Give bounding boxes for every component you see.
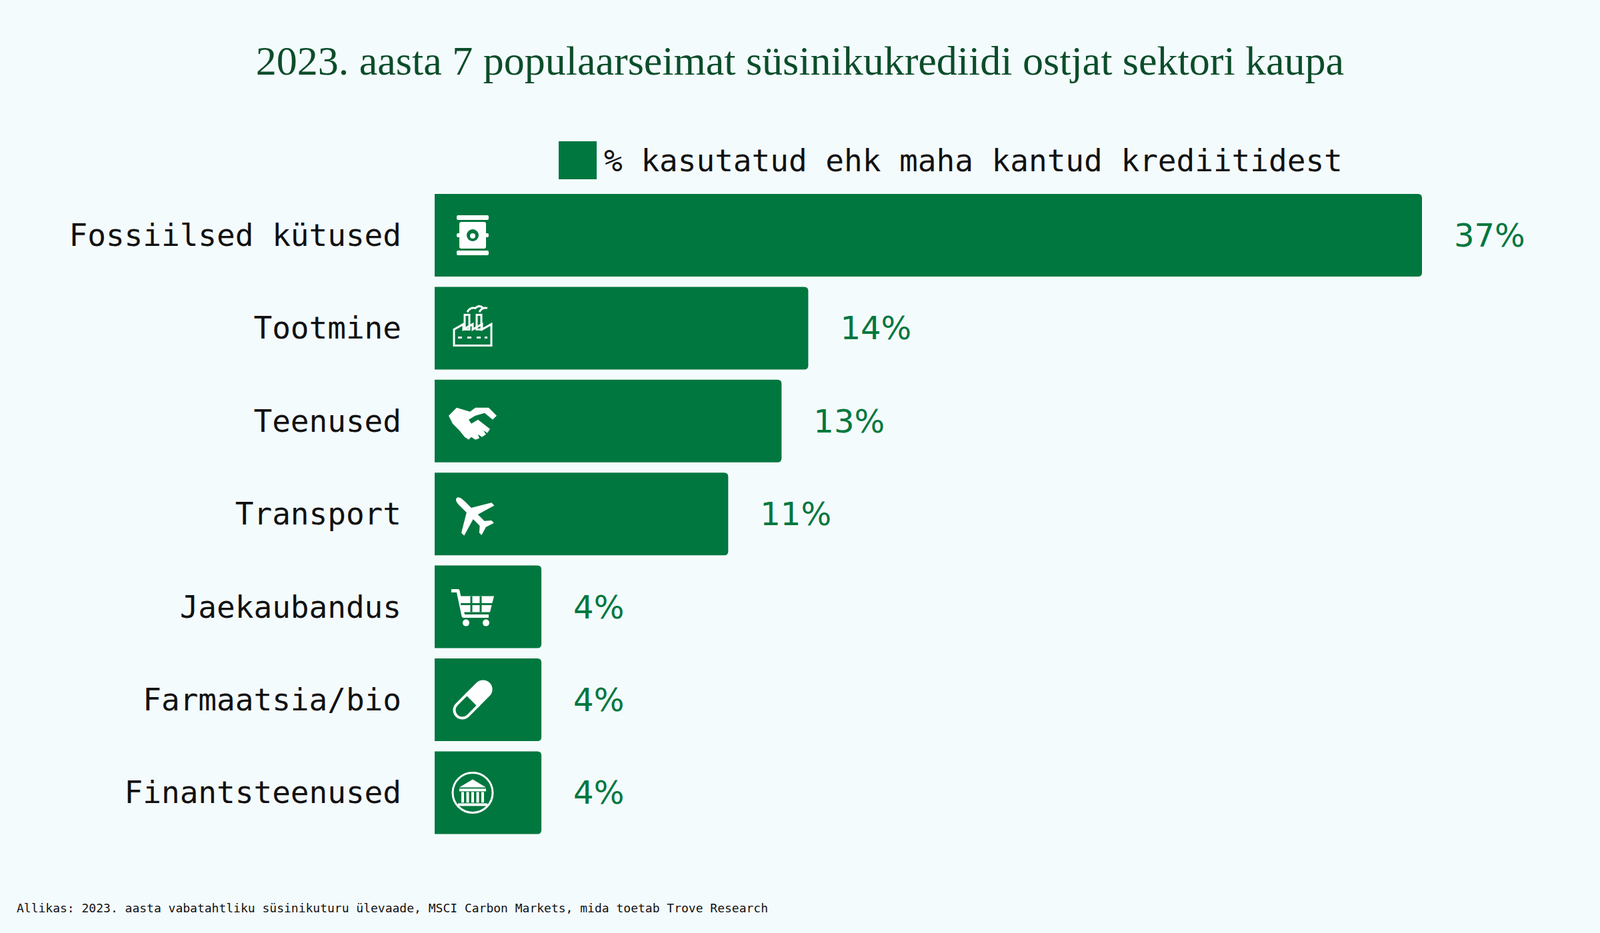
background: [0, 0, 1600, 933]
icon-part: [460, 596, 493, 613]
category-label: Teenused: [253, 403, 402, 440]
data-label: 37%: [1454, 216, 1526, 254]
icon-part: [467, 678, 495, 706]
labels: Fossiilsed kütused 37% Tootmine 14% Teenused…: [69, 216, 1526, 812]
icon-part: [450, 678, 494, 722]
title: 2023. aasta 7 populaarseimat süsinikukre…: [256, 38, 1344, 84]
data-label: 11%: [760, 495, 832, 533]
category-label: Transport: [235, 496, 402, 532]
icon: [448, 408, 497, 440]
icon-part: [461, 792, 464, 803]
category-label: Finantsteenused: [124, 774, 402, 811]
bar: [434, 380, 782, 463]
data-label: 14%: [840, 309, 912, 347]
bar: [434, 658, 542, 742]
source: Allikas: 2023. aasta vabatahtliku süsini…: [16, 901, 768, 916]
icon-part: [452, 772, 493, 813]
icon-part: [464, 314, 470, 330]
bar: [434, 194, 1422, 277]
icon: [456, 215, 489, 256]
icon-part: [481, 792, 484, 803]
icon-part: [466, 792, 470, 803]
bar: [434, 286, 808, 370]
icon-part: [454, 324, 492, 346]
legend: % kasutatud ehk maha kantud krediitidest: [558, 141, 1343, 180]
icon-part: [470, 233, 476, 239]
icon-part: [459, 596, 494, 613]
category-label: Farmaatsia/bio: [142, 682, 402, 718]
icon: [452, 772, 493, 813]
chart: 2023. aasta 7 populaarseimat süsinikukre…: [0, 0, 1600, 933]
legend-label: % kasutatud ehk maha kantud krediitidest: [604, 142, 1343, 179]
icon-part: [462, 620, 470, 627]
icon-part: [441, 483, 503, 545]
icon: [441, 483, 503, 545]
icons: [441, 215, 503, 813]
data-label: 4%: [573, 588, 624, 626]
bar: [434, 472, 728, 556]
category-label: Tootmine: [253, 310, 402, 346]
legend-swatch: [558, 141, 597, 180]
data-label: 13%: [813, 402, 885, 440]
icon-part: [459, 779, 486, 788]
icon-part: [458, 336, 488, 339]
icon-part: [459, 788, 486, 792]
icon-part: [466, 229, 479, 242]
icon-part: [476, 314, 482, 330]
icon-part: [479, 308, 488, 312]
icon-part: [458, 803, 488, 806]
icon-part: [456, 250, 489, 256]
data-label: 4%: [573, 681, 624, 719]
icon: [454, 306, 492, 346]
icon: [450, 678, 494, 722]
icon-part: [476, 792, 480, 803]
category-label: Jaekaubandus: [180, 589, 402, 626]
icon-part: [456, 215, 489, 220]
category-label: Fossiilsed kütused: [69, 217, 402, 254]
icon-part: [448, 408, 497, 440]
icon-part: [482, 620, 490, 627]
bars: [434, 194, 1422, 834]
data-label: 4%: [573, 774, 624, 812]
icon: [451, 591, 494, 627]
bar: [434, 751, 542, 834]
icon-part: [471, 792, 474, 803]
bar: [434, 566, 542, 649]
